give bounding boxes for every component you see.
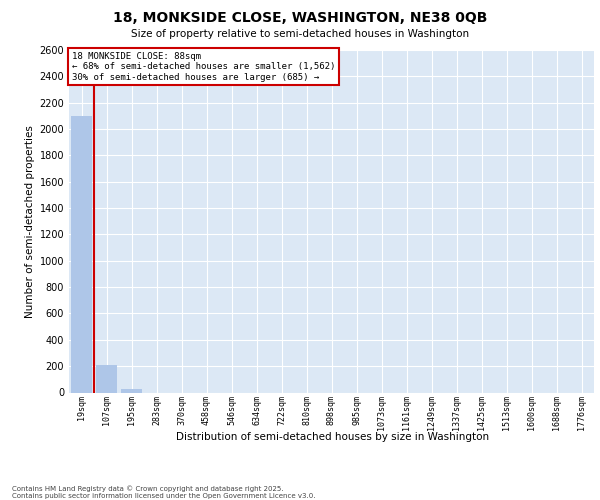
- Text: 18 MONKSIDE CLOSE: 88sqm
← 68% of semi-detached houses are smaller (1,562)
30% o: 18 MONKSIDE CLOSE: 88sqm ← 68% of semi-d…: [71, 52, 335, 82]
- Text: Contains HM Land Registry data © Crown copyright and database right 2025.
Contai: Contains HM Land Registry data © Crown c…: [12, 486, 316, 499]
- Text: 18, MONKSIDE CLOSE, WASHINGTON, NE38 0QB: 18, MONKSIDE CLOSE, WASHINGTON, NE38 0QB: [113, 11, 487, 25]
- Text: Distribution of semi-detached houses by size in Washington: Distribution of semi-detached houses by …: [176, 432, 490, 442]
- Y-axis label: Number of semi-detached properties: Number of semi-detached properties: [25, 125, 35, 318]
- Bar: [121, 388, 142, 392]
- Bar: [96, 365, 117, 392]
- Bar: [71, 116, 92, 392]
- Text: Size of property relative to semi-detached houses in Washington: Size of property relative to semi-detach…: [131, 29, 469, 39]
